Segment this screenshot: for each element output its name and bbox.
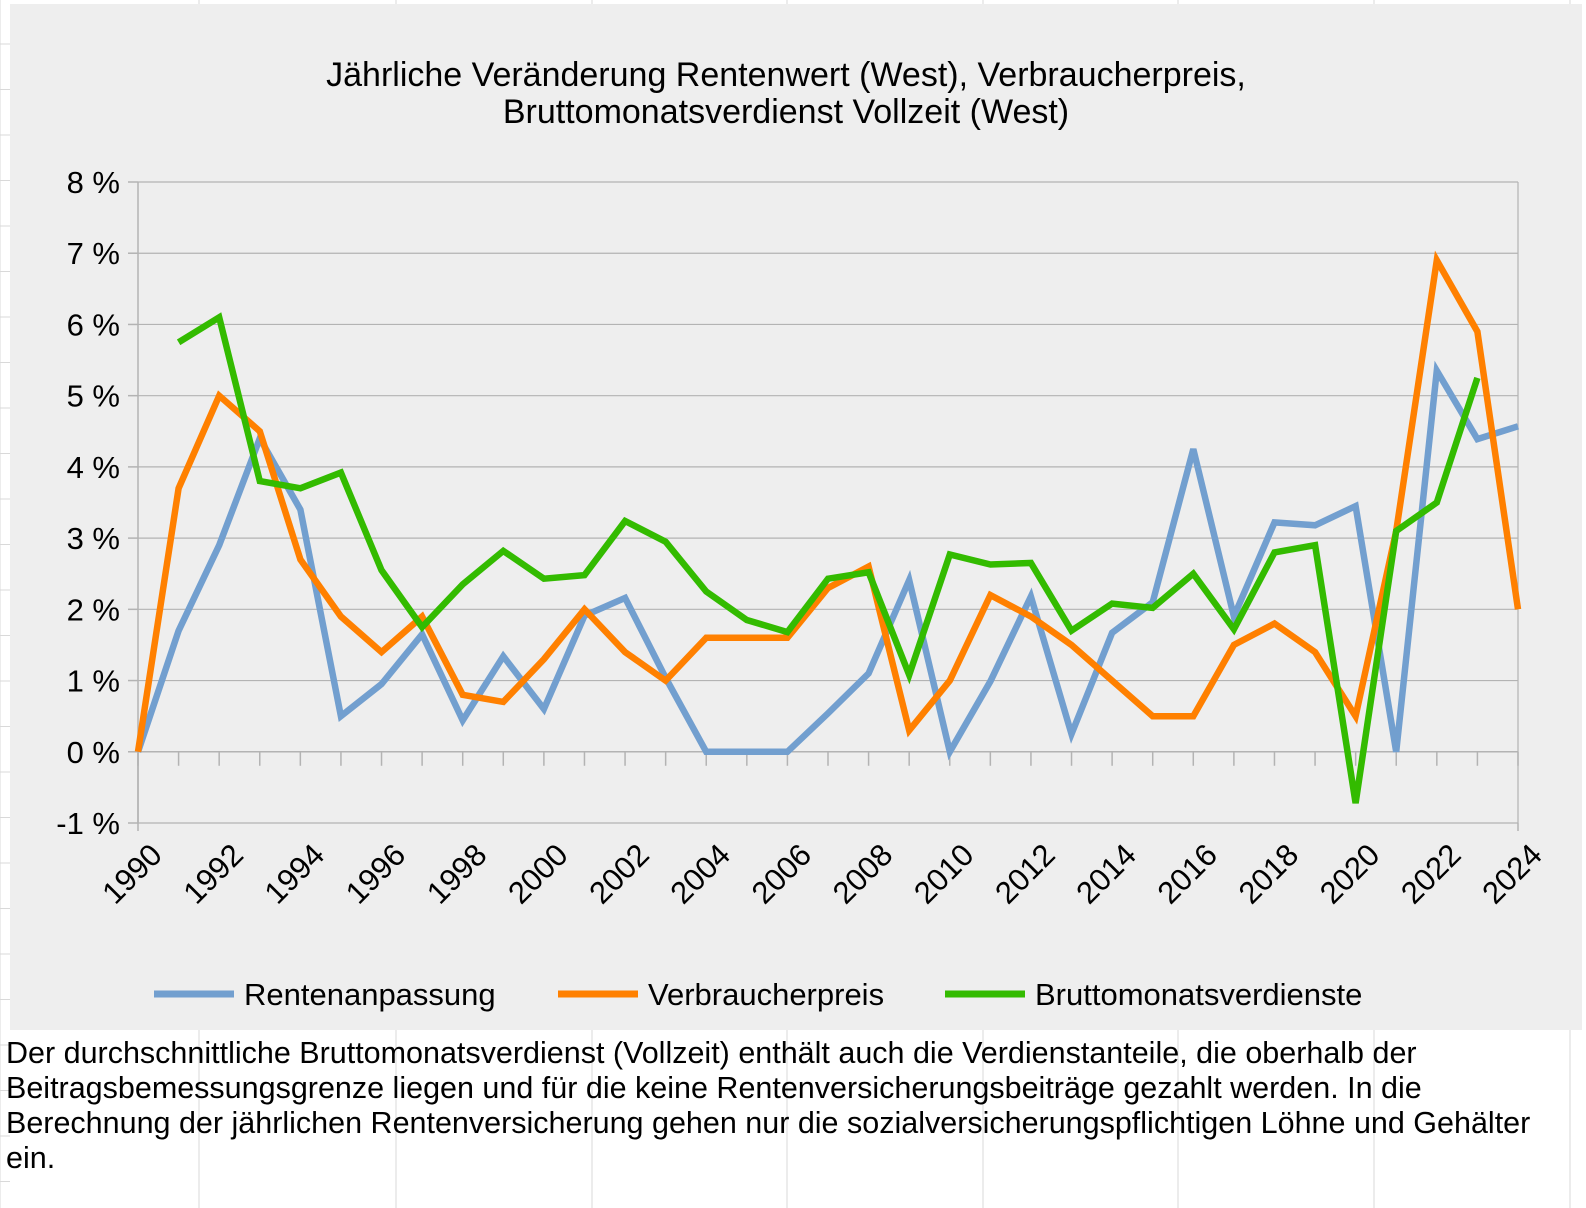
x-tick-label: 1992 (176, 837, 250, 911)
y-axis-tick-labels: 8 % 7 % 6 % 5 % 4 % 3 % 2 % 1 % 0 % -1 % (56, 165, 120, 841)
legend-label: Verbraucherpreis (648, 977, 884, 1012)
x-tick-label: 1998 (420, 837, 494, 911)
x-tick-label: 2006 (745, 837, 819, 911)
x-tick-label: 2012 (988, 837, 1062, 911)
x-tick-label: 2016 (1151, 837, 1225, 911)
x-tick-label: 1994 (258, 837, 332, 911)
legend-label: Rentenanpassung (244, 977, 496, 1012)
gridlines (138, 181, 1518, 824)
y-tick-label: 3 % (67, 521, 120, 556)
y-tick-label: 2 % (67, 592, 120, 627)
x-tick-label: 2018 (1232, 837, 1306, 911)
chart-title-line-2: Bruttomonatsverdienst Vollzeit (West) (503, 93, 1069, 131)
x-tick-label: 2020 (1313, 837, 1387, 911)
y-tick-label: 0 % (67, 735, 120, 770)
y-tick-label: 1 % (67, 664, 120, 699)
series-line-rentenanpassung (134, 360, 1519, 761)
x-tick-label: 2004 (664, 837, 738, 911)
y-tick-label: 6 % (67, 307, 120, 342)
x-tick-label: 2008 (826, 837, 900, 911)
chart-title-line-1: Jährliche Veränderung Rentenwert (West),… (326, 56, 1246, 94)
series-line-bruttomonatsverdienste (176, 312, 1481, 804)
y-tick-label: 5 % (67, 379, 120, 414)
x-tick-label: 2022 (1394, 837, 1468, 911)
x-tick-label: 1996 (339, 837, 413, 911)
footnote-text: Der durchschnittliche Bruttomonatsverdie… (6, 1036, 1531, 1175)
y-tick-label: 8 % (67, 165, 120, 200)
x-tick-label: 2002 (582, 837, 656, 911)
legend-label: Bruttomonatsverdienste (1035, 977, 1362, 1012)
y-tick-label: 7 % (67, 236, 120, 271)
series-line-verbraucherpreis (134, 250, 1522, 753)
series-lines (134, 250, 1522, 804)
x-tick-label: 1990 (95, 837, 169, 911)
x-tick-label: 2024 (1475, 837, 1549, 911)
x-axis-tick-labels: 1990 1992 1994 1996 1998 2000 2002 2004 2006 2008… (95, 837, 1549, 911)
axes (128, 181, 1519, 831)
x-tick-label: 2000 (501, 837, 575, 911)
chart-area[interactable]: Jährliche Veränderung Rentenwert (West),… (10, 4, 1582, 1030)
line-chart: Jährliche Veränderung Rentenwert (West),… (56, 56, 1549, 1012)
y-tick-label: 4 % (67, 450, 120, 485)
legend: Rentenanpassung Verbraucherpreis Bruttomon… (154, 977, 1362, 1012)
x-tick-label: 2014 (1069, 837, 1143, 911)
y-tick-label: -1 % (56, 806, 120, 841)
x-tick-label: 2010 (907, 837, 981, 911)
